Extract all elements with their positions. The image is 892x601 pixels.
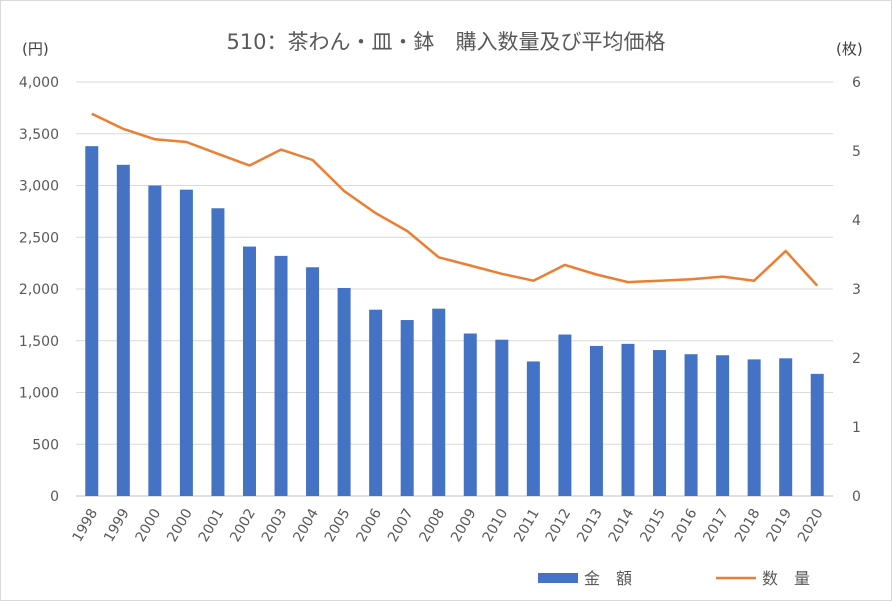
x-tick-label: 2019	[763, 506, 795, 545]
x-tick-label: 1998	[70, 506, 102, 545]
bar	[400, 320, 414, 496]
bar	[211, 208, 225, 496]
x-tick-label: 2015	[637, 506, 669, 545]
bar	[148, 185, 162, 496]
grid-lines	[76, 81, 833, 497]
x-tick-label: 2013	[574, 506, 606, 545]
x-tick-label: 2003	[259, 506, 291, 545]
bar	[306, 267, 320, 496]
bar	[369, 309, 383, 496]
bar	[463, 333, 477, 496]
x-axis-ticks: 1998 1999 2000 2000 2001 2002 2003 2004 2005 2006…	[70, 506, 827, 545]
legend-swatch-amount	[538, 573, 578, 583]
bar	[85, 146, 99, 497]
right-tick-label: 0	[852, 489, 861, 505]
left-tick-label: 1,500	[19, 334, 59, 350]
left-tick-label: 3,500	[19, 127, 59, 143]
bar	[653, 350, 667, 496]
right-tick-label: 1	[852, 420, 861, 436]
line-path	[91, 112, 819, 287]
x-tick-label: 2016	[669, 506, 701, 545]
x-tick-label: 2001	[196, 506, 228, 545]
legend-label-quantity: 数 量	[762, 569, 810, 588]
right-axis-unit: (枚)	[836, 40, 863, 58]
bar	[495, 339, 509, 496]
left-tick-label: 2,500	[19, 230, 59, 246]
x-tick-label: 2010	[480, 506, 512, 545]
bar	[779, 358, 793, 496]
x-tick-label: 2020	[795, 506, 827, 545]
x-tick-label: 2007	[385, 506, 417, 545]
left-tick-label: 500	[32, 437, 59, 453]
x-tick-label: 2005	[322, 506, 354, 545]
right-axis-ticks: 6 5 4 3 2 1 0	[852, 75, 861, 505]
line-series	[91, 112, 819, 287]
legend-label-amount: 金 額	[584, 569, 632, 588]
bar	[684, 354, 698, 496]
chart-title: 510：茶わん・皿・鉢 購入数量及び平均価格	[226, 30, 666, 54]
bar	[621, 343, 635, 496]
x-tick-label: 2017	[700, 506, 732, 545]
bar	[274, 255, 288, 496]
bar	[242, 246, 256, 496]
x-tick-label: 2009	[448, 506, 480, 545]
right-tick-label: 4	[852, 213, 861, 229]
left-tick-label: 4,000	[19, 75, 59, 91]
right-tick-label: 5	[852, 144, 861, 160]
left-tick-label: 1,000	[19, 386, 59, 402]
x-tick-label: 2000	[133, 506, 165, 545]
right-tick-label: 6	[852, 75, 861, 91]
bar	[558, 334, 572, 496]
bar	[716, 355, 730, 496]
x-tick-label: 1999	[101, 506, 133, 545]
x-tick-label: 2004	[290, 506, 322, 545]
left-axis-ticks: 4,000 3,500 3,000 2,500 2,000 1,500 1,000 500 0	[19, 75, 59, 505]
bar	[747, 359, 761, 496]
bar	[179, 189, 193, 496]
right-tick-label: 2	[852, 351, 861, 367]
x-tick-label: 2002	[227, 506, 259, 545]
bar	[589, 345, 603, 496]
bar	[337, 287, 351, 496]
bar	[432, 308, 446, 496]
x-tick-label: 2012	[543, 506, 575, 545]
left-tick-label: 3,000	[19, 179, 59, 195]
legend: 金 額 数 量	[538, 569, 810, 588]
right-tick-label: 3	[852, 282, 861, 298]
bar	[526, 361, 540, 496]
x-tick-label: 2000	[164, 506, 196, 545]
bar	[810, 373, 824, 496]
left-tick-label: 0	[50, 489, 59, 505]
x-tick-label: 2011	[511, 506, 543, 545]
bar-series	[85, 146, 824, 497]
left-tick-label: 2,000	[19, 282, 59, 298]
x-tick-label: 2018	[732, 506, 764, 545]
x-tick-label: 2006	[353, 506, 385, 545]
x-tick-label: 2014	[606, 506, 638, 545]
left-axis-unit: (円)	[22, 40, 49, 58]
x-tick-label: 2008	[417, 506, 449, 545]
bar	[116, 164, 130, 497]
